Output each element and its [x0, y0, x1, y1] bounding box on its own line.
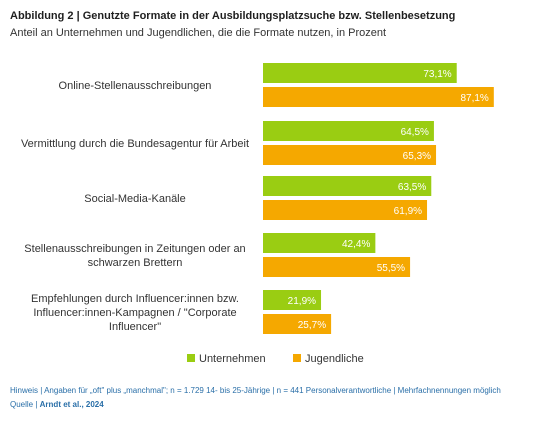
- category-label: Online-Stellenausschreibungen: [59, 80, 212, 92]
- data-label: 87,1%: [460, 93, 488, 104]
- figure-title: Abbildung 2 | Genutzte Formate in der Au…: [10, 10, 456, 22]
- category-label: Social-Media-Kanäle: [84, 193, 186, 205]
- category-label: Influencer:innen-Kampagnen / "Corporate: [33, 307, 236, 319]
- data-label: 55,5%: [377, 263, 405, 274]
- category-label: Stellenausschreibungen in Zeitungen oder…: [24, 243, 245, 255]
- bar-jugendliche: [263, 314, 332, 334]
- footnote: Hinweis | Angaben für „oft" plus „manchm…: [10, 384, 540, 412]
- bar-jugendliche: [263, 87, 494, 107]
- category-label: Empfehlungen durch Influencer:innen bzw.: [31, 293, 239, 305]
- bar-unternehmen: [263, 176, 432, 196]
- bar-unternehmen: [263, 121, 434, 141]
- data-label: 64,5%: [401, 127, 429, 138]
- bar-unternehmen: [263, 233, 376, 253]
- data-label: 25,7%: [298, 320, 326, 331]
- bar-jugendliche: [263, 200, 428, 220]
- category-label: Vermittlung durch die Bundesagentur für …: [21, 138, 249, 150]
- data-label: 73,1%: [423, 69, 451, 80]
- data-label: 42,4%: [342, 239, 370, 250]
- bar-chart: Online-Stellenausschreibungen 73,1% 87,1% V…: [21, 63, 494, 365]
- category-label: schwarzen Brettern: [88, 257, 183, 269]
- legend-jugendliche-label: Jugendliche: [305, 353, 364, 365]
- legend-unternehmen-swatch: [187, 354, 195, 362]
- footnote-hint: Hinweis | Angaben für „oft" plus „manchm…: [10, 386, 501, 395]
- bar-unternehmen: [263, 290, 322, 310]
- source-citation: Arndt et al., 2024: [39, 400, 104, 409]
- bar-unternehmen: [263, 63, 457, 83]
- category-label: Influencer": [109, 321, 161, 333]
- data-label: 61,9%: [394, 206, 422, 217]
- legend-jugendliche-swatch: [293, 354, 301, 362]
- source-prefix: Quelle |: [10, 400, 40, 409]
- data-label: 21,9%: [288, 296, 316, 307]
- figure-subtitle: Anteil an Unternehmen und Jugendlichen, …: [10, 27, 387, 39]
- legend-unternehmen-label: Unternehmen: [199, 353, 266, 365]
- data-label: 65,3%: [403, 151, 431, 162]
- data-label: 63,5%: [398, 182, 426, 193]
- bar-jugendliche: [263, 145, 437, 165]
- bar-jugendliche: [263, 257, 411, 277]
